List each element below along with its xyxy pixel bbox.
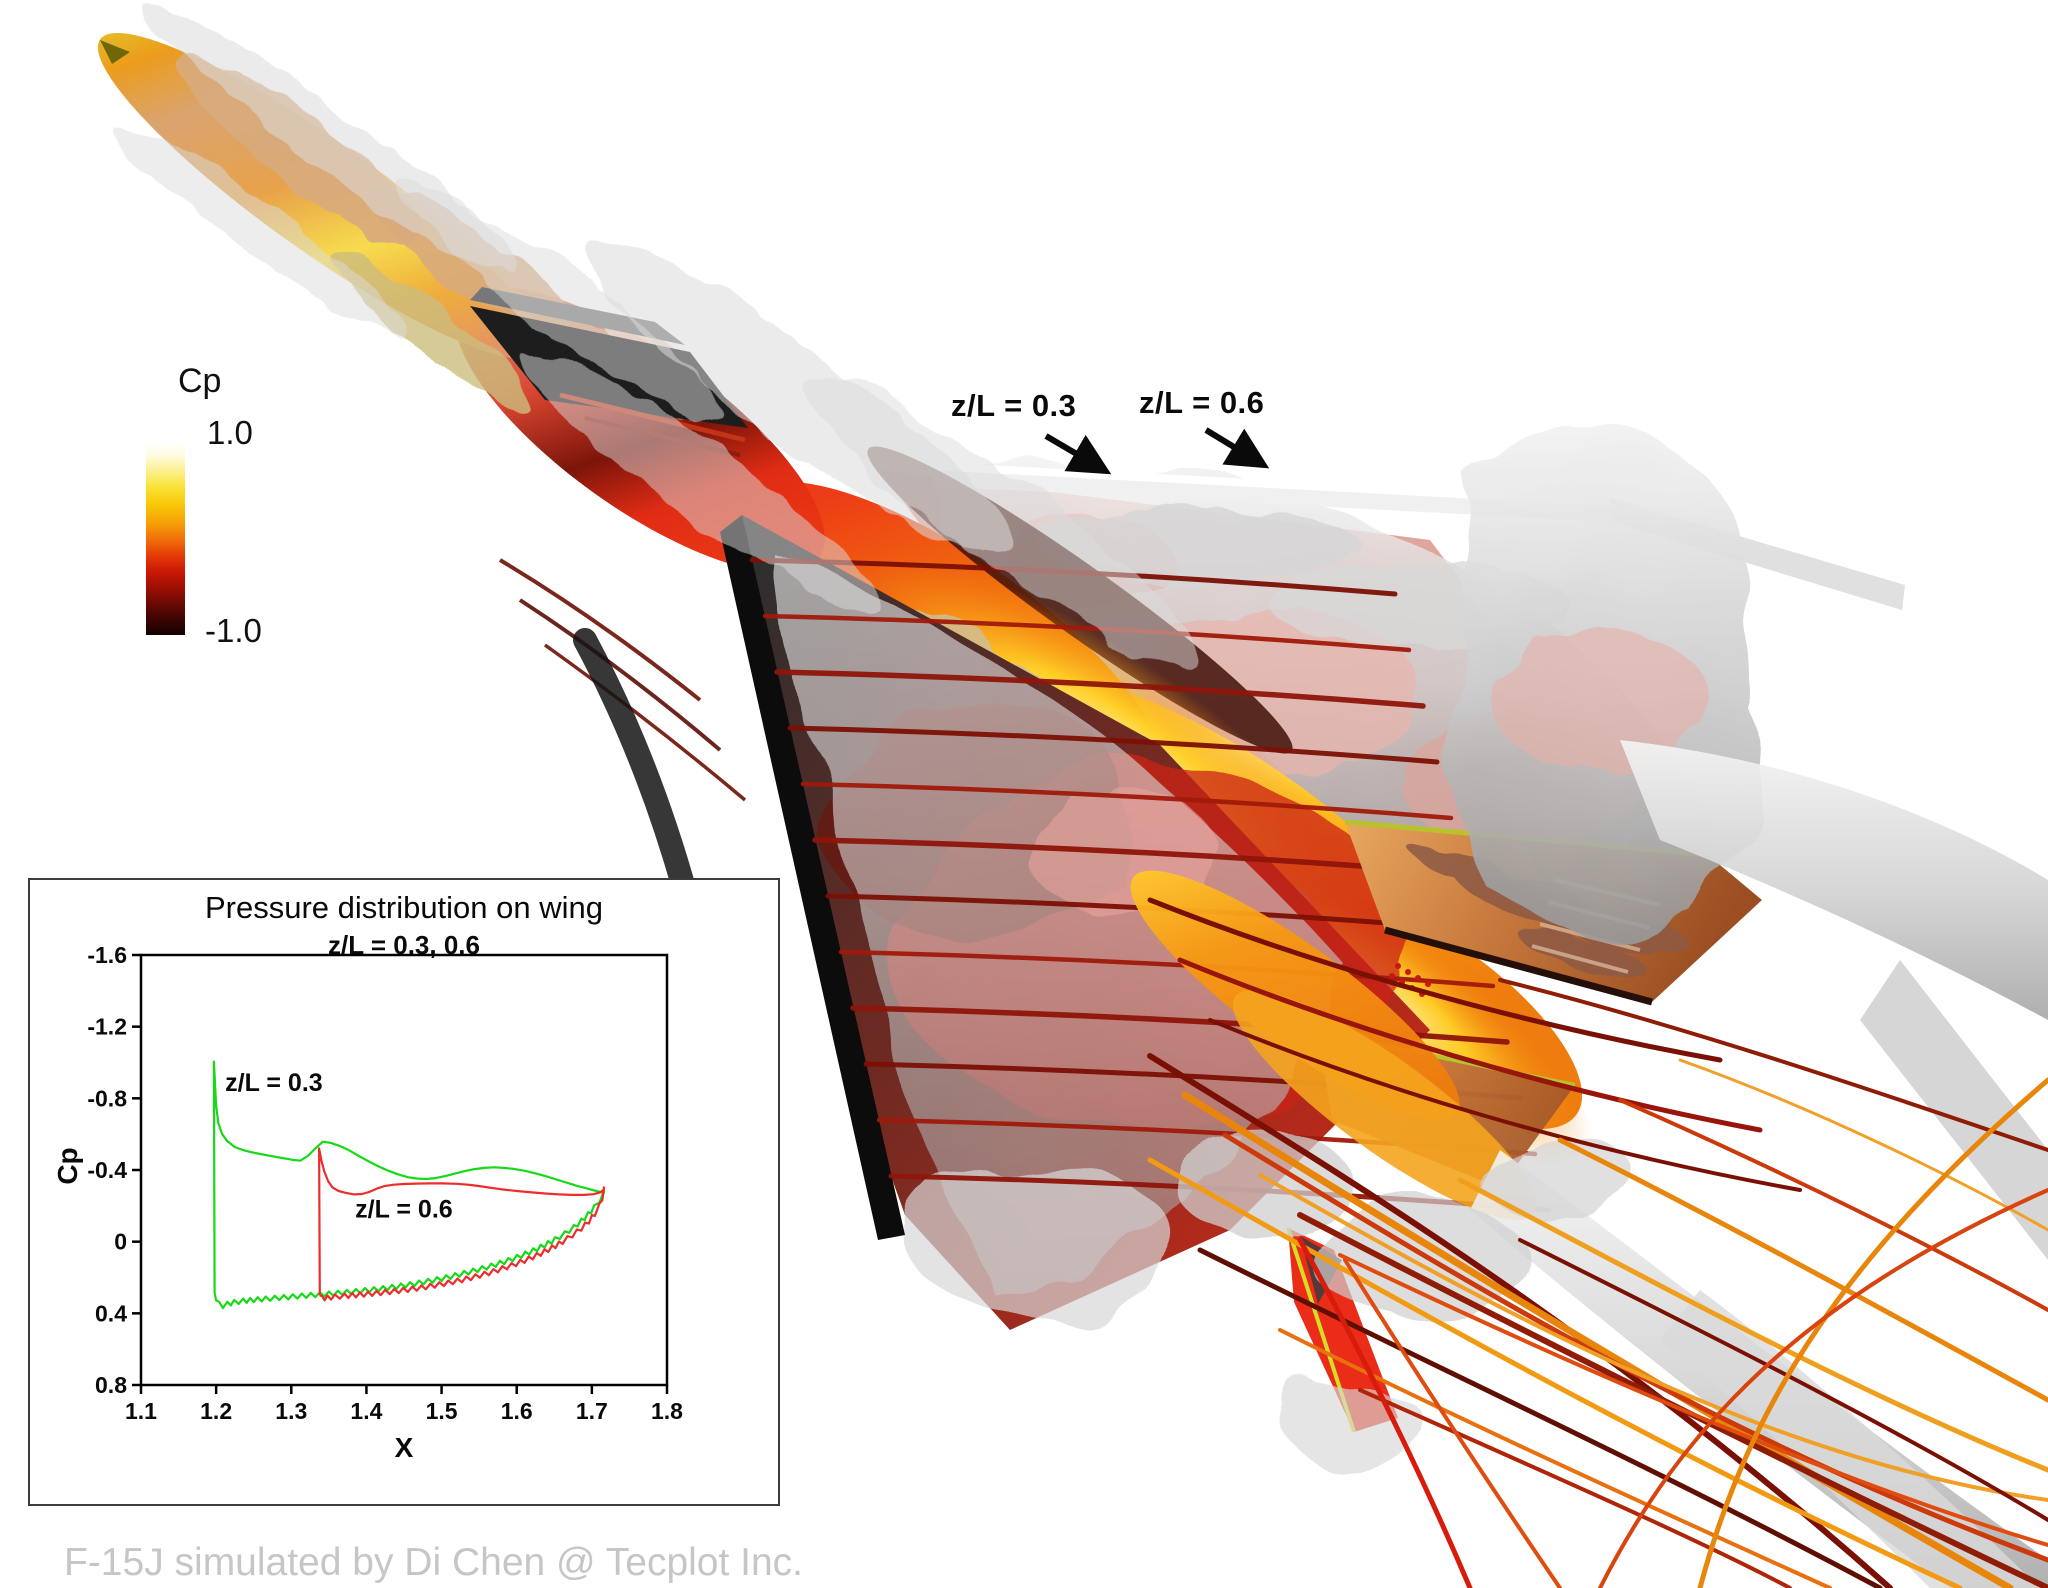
slice-label-03: z/L = 0.3 [951,388,1077,423]
x-tick-label: 1.2 [200,1398,232,1424]
y-tick-label: -0.8 [87,1085,127,1111]
y-tick-label: 0.4 [95,1300,127,1326]
x-tick-label: 1.6 [501,1398,533,1424]
series-curve [318,1147,605,1302]
slice-arrow-06-icon [1204,427,1270,469]
x-tick-label: 1.4 [350,1398,382,1424]
chart-title: Pressure distribution on wing [204,890,604,925]
y-tick-label: 0 [114,1229,127,1255]
slice-arrows [1044,427,1270,475]
colorbar-min-label: -1.0 [205,612,262,649]
streamline-bundle [1147,897,2048,1588]
chart-canvas: 1.1 1.2 1.3 1.4 1.5 1.6 1.7 1.8 -1.6 -1.2 -0.8 -0.4… [87,942,683,1424]
colorbar-max-label: 1.0 [207,414,253,451]
cp-colorbar [146,442,185,635]
plot-frame [139,953,669,1387]
x-tick-label: 1.5 [426,1398,458,1424]
x-tick-label: 1.3 [275,1398,307,1424]
y-tick-label: -1.6 [87,942,127,968]
watermark-caption: F-15J simulated by Di Chen @ Tecplot Inc… [64,1541,804,1584]
slice-arrow-03-icon [1044,433,1112,475]
x-tick-label: 1.8 [651,1398,683,1424]
series-label: z/L = 0.6 [355,1195,453,1223]
slice-label-06: z/L = 0.6 [1139,385,1265,420]
x-axis-label: X [394,1432,414,1463]
pressure-chart-panel: Pressure distribution on wing z/L = 0.3,… [28,878,780,1506]
series-label: z/L = 0.3 [225,1069,323,1097]
nose-isosurface-halos [112,4,1198,664]
y-tick-label: 0.8 [95,1372,127,1398]
x-tick-label: 1.7 [576,1398,608,1424]
x-tick-label: 1.1 [125,1398,157,1424]
series-curve [212,1060,605,1310]
colorbar-title: Cp [178,362,222,400]
y-tick-label: -1.2 [87,1014,127,1040]
y-tick-label: -0.4 [87,1157,127,1183]
